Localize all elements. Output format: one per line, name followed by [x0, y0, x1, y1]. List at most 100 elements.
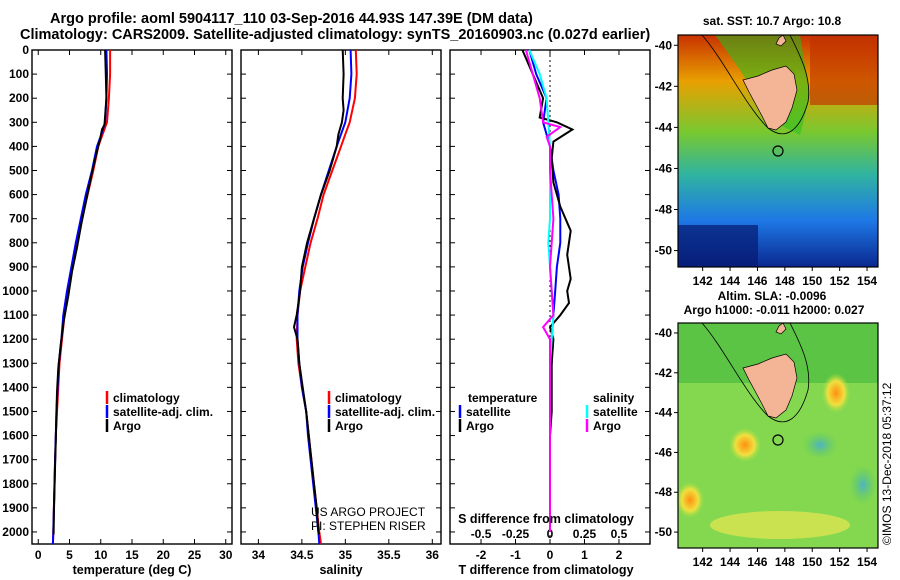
sst-bathymetry-contour	[701, 34, 810, 135]
lat-tick-label: -46	[655, 161, 673, 175]
x-tick-label: 36	[426, 548, 440, 562]
legend-s-argo: Argo	[593, 419, 621, 433]
lat-tick-label: -48	[655, 203, 673, 217]
sla-cold-eddy	[802, 431, 838, 459]
temperature-axis-label: temperature (deg C)	[73, 563, 192, 577]
lat-tick-label: -40	[655, 38, 673, 52]
depth-tick-label: 2000	[2, 525, 29, 539]
series-line-argo	[292, 49, 345, 535]
temperature-legend: climatology satellite-adj. clim. Argo	[105, 391, 213, 433]
depth-tick-label: 400	[9, 139, 29, 153]
t-difference-legend: temperature satellite Argo	[458, 391, 538, 433]
lon-tick-label: 150	[802, 555, 822, 569]
depth-tick-label: 1800	[2, 477, 29, 491]
series-line-salinity-argo	[524, 49, 563, 532]
legend-argo: Argo	[335, 419, 363, 433]
s-difference-legend: salinity satellite Argo	[585, 391, 638, 433]
x-tick-label: -2	[476, 548, 487, 562]
sla-warm-eddy	[822, 373, 850, 413]
x-tick-label: -0.5	[471, 527, 492, 541]
depth-tick-label: 1000	[2, 284, 29, 298]
x-tick-label: 0	[547, 548, 554, 562]
lon-tick-label: 154	[857, 274, 877, 288]
legend-argo: Argo	[113, 419, 141, 433]
x-tick-label: 1	[581, 548, 588, 562]
salinity-panel-frame	[240, 49, 442, 545]
x-tick-label: 34.5	[290, 548, 314, 562]
depth-tick-label: 1600	[2, 429, 29, 443]
depth-tick-label: 300	[9, 115, 29, 129]
imos-watermark: ©IMOS 13-Dec-2018 05:37:12	[880, 382, 894, 545]
sst-ticks: 142 144 146 148 150 152 154 -40 -42 -44 -46 -48 -50	[655, 38, 878, 288]
chart-title-line2: Climatology: CARS2009. Satellite-adjuste…	[20, 27, 651, 43]
x-tick-label: 0.25	[573, 527, 597, 541]
lon-tick-label: 154	[857, 555, 877, 569]
x-tick-label: -0.25	[502, 527, 530, 541]
lat-tick-label: -50	[655, 244, 673, 258]
x-tick-label: 35	[339, 548, 353, 562]
depth-tick-label: 1700	[2, 453, 29, 467]
depth-tick-label: 500	[9, 163, 29, 177]
depth-tick-label: 100	[9, 67, 29, 81]
lat-tick-label: -40	[655, 326, 673, 340]
lon-tick-label: 142	[693, 274, 713, 288]
lon-tick-label: 144	[720, 274, 740, 288]
sst-map-title: sat. SST: 10.7 Argo: 10.8	[703, 14, 842, 28]
depth-tick-label: 600	[9, 188, 29, 202]
salinity-legend: climatology satellite-adj. clim. Argo	[327, 391, 435, 433]
depth-tick-label: 1900	[2, 501, 29, 515]
pi-annotation: PI: STEPHEN RISER	[311, 519, 426, 533]
legend-t-satellite: satellite	[466, 405, 511, 419]
depth-tick-label: 1100	[3, 308, 29, 322]
legend-t-argo: Argo	[466, 419, 494, 433]
x-tick-label: 35.5	[377, 548, 401, 562]
sst-argo-marker	[772, 145, 784, 157]
x-tick-label: -1	[510, 548, 521, 562]
depth-axis: 0 100 200 300 400 500 600 700 800 900 1000 1100 1200…	[2, 43, 650, 539]
series-layer	[51, 49, 575, 545]
sla-warm-band	[710, 511, 850, 539]
depth-tick-label: 900	[9, 260, 29, 274]
depth-tick-label: 1300	[2, 356, 29, 370]
legend-climatology: climatology	[113, 391, 180, 405]
lon-tick-label: 146	[747, 555, 767, 569]
depth-tick-label: 200	[9, 91, 29, 105]
lat-tick-label: -42	[655, 366, 673, 380]
lon-tick-label: 148	[775, 274, 795, 288]
series-line-argo	[52, 49, 108, 535]
lon-tick-label: 152	[830, 555, 850, 569]
x-axes: 0 5 10 15 20 25 30 34 34.5 35 35.5 36 -2 -1 0 1 2 -0.5 -0.…	[35, 50, 628, 562]
depth-tick-label: 0	[22, 43, 29, 57]
lat-tick-label: -50	[655, 525, 673, 539]
depth-tick-label: 700	[9, 212, 29, 226]
sla-warm-eddy	[729, 428, 761, 462]
sst-tasmania-coast	[742, 65, 798, 131]
x-tick-label: 15	[125, 548, 139, 562]
lon-tick-label: 142	[693, 555, 713, 569]
depth-tick-label: 1500	[2, 404, 29, 418]
x-tick-label: 30	[219, 548, 233, 562]
lat-tick-label: -42	[655, 79, 673, 93]
x-tick-label: 5	[66, 548, 73, 562]
lat-tick-label: -46	[655, 445, 673, 459]
sla-map-frame	[677, 322, 879, 549]
sla-map-title: Altim. SLA: -0.0096	[718, 289, 827, 303]
sst-map-frame	[677, 34, 879, 268]
lat-tick-label: -48	[655, 485, 673, 499]
x-tick-label: 34	[252, 548, 266, 562]
depth-tick-label: 1400	[2, 380, 29, 394]
depth-tick-label: 800	[9, 236, 29, 250]
sst-warm-patch	[810, 35, 878, 105]
sla-bathymetry-contour	[701, 322, 810, 423]
lat-tick-label: -44	[655, 120, 673, 134]
legend-s-satellite: satellite	[593, 405, 638, 419]
x-tick-label: 0	[547, 527, 554, 541]
sla-warm-eddy	[676, 482, 704, 518]
s-difference-axis-label: S difference from climatology	[458, 512, 634, 526]
x-tick-label: 0.5	[611, 527, 628, 541]
sla-map: 142 144 146 148 150 152 154 -40 -42 -44 -46 -48 -50	[655, 322, 879, 569]
x-tick-label: 0	[35, 548, 42, 562]
sla-mainland-coast	[775, 322, 787, 335]
x-tick-label: 2	[616, 548, 623, 562]
